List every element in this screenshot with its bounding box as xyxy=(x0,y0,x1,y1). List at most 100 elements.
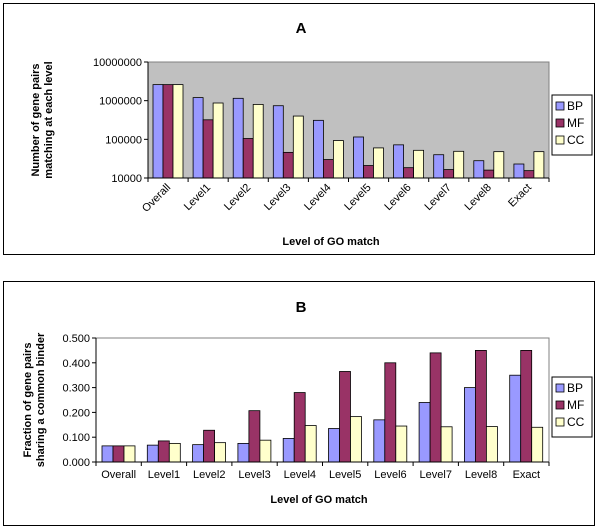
bar-cc-exact xyxy=(533,151,545,179)
legend-label-bp: BP xyxy=(567,381,583,395)
bar-bp-level8 xyxy=(473,160,485,179)
bar-cc-level4 xyxy=(304,425,317,463)
bar-bp-level2 xyxy=(192,444,205,463)
bar-cc-level1 xyxy=(212,102,224,179)
bar-cc-level8 xyxy=(493,151,505,179)
y-tick-label: 0.100 xyxy=(62,432,90,444)
x-tick-label: Level7 xyxy=(422,182,453,213)
bar-bp-level8 xyxy=(463,387,476,463)
bar-mf-level7 xyxy=(443,169,455,179)
legend-label-mf: MF xyxy=(567,398,584,412)
legend: BP MF CC xyxy=(551,94,593,156)
x-tick-label: Level4 xyxy=(302,182,333,213)
y-axis-label-line-1: Fraction of gene pairs xyxy=(22,343,34,458)
chart-a-svg: A 10000 100000 1000000 10000000 Overall Level1… xyxy=(30,20,593,248)
x-tick-label: Level5 xyxy=(329,469,361,481)
x-tick-label: Level3 xyxy=(262,182,293,213)
x-tick-label: Level8 xyxy=(463,182,494,213)
x-axis-label: Level of GO match xyxy=(270,494,367,506)
x-tick-label: Exact xyxy=(506,182,534,210)
bar-bp-level7 xyxy=(418,402,431,463)
x-tick-label: Level4 xyxy=(284,469,316,481)
y-axis-label-line-1: Number of gene pairs xyxy=(30,63,42,176)
x-tick-label: Level2 xyxy=(193,469,225,481)
bar-bp-level2 xyxy=(232,97,244,179)
bar-cc-level2 xyxy=(252,104,264,179)
y-tick-label: 0.000 xyxy=(62,457,90,469)
bar-mf-level5 xyxy=(339,371,351,463)
bar-mf-level1 xyxy=(157,440,170,463)
bar-cc-level2 xyxy=(214,442,227,463)
x-tick-label: Level5 xyxy=(342,182,373,213)
bar-bp-level5 xyxy=(328,428,340,463)
legend-label-bp: BP xyxy=(567,99,583,113)
bar-mf-level5 xyxy=(363,165,374,179)
bar-cc-level6 xyxy=(395,425,408,463)
bar-cc-exact xyxy=(531,426,544,463)
bar-mf-level4 xyxy=(322,159,334,179)
bar-bp-level3 xyxy=(237,442,250,463)
chart-title: A xyxy=(296,20,307,37)
bar-bp-level5 xyxy=(353,136,364,179)
bar-cc-level3 xyxy=(259,439,272,463)
bar-mf-level3 xyxy=(282,151,294,179)
bar-mf-level1 xyxy=(202,119,214,179)
legend: BP MF CC xyxy=(551,376,593,438)
y-tick-label: 0.200 xyxy=(62,407,90,419)
bar-cc-level6 xyxy=(413,149,425,179)
bar-bp-level6 xyxy=(393,144,405,179)
x-tick-label: Level3 xyxy=(238,469,270,481)
bar-bp-exact xyxy=(509,374,522,463)
legend-swatch-bp xyxy=(555,101,565,111)
y-tick-label: 10000 xyxy=(111,173,142,185)
chart-panel-a: A 10000 100000 1000000 10000000 Overall Level1… xyxy=(3,3,595,255)
legend-swatch-mf xyxy=(555,118,565,128)
bar-mf-level2 xyxy=(242,138,254,179)
chart-title: B xyxy=(296,299,307,316)
y-tick-label: 0.500 xyxy=(62,333,90,345)
chart-panel-b: B 0.000 0.100 0.200 0.300 0.400 0.500 Overall Le… xyxy=(3,281,595,526)
bar-bp-exact xyxy=(513,163,525,179)
y-tick-label: 10000000 xyxy=(93,57,142,69)
legend-label-cc: CC xyxy=(567,133,585,147)
bar-cc-level8 xyxy=(485,426,498,463)
y-axis-label-line-2: matching at each level xyxy=(43,61,55,178)
bar-mf-overall xyxy=(162,84,174,179)
bar-mf-exact xyxy=(523,170,535,179)
bar-cc-level1 xyxy=(168,442,181,463)
x-tick-label: Level6 xyxy=(382,182,413,213)
bar-cc-level3 xyxy=(292,115,304,179)
bar-cc-level7 xyxy=(440,426,453,463)
bar-bp-overall xyxy=(152,84,164,179)
bar-mf-exact xyxy=(520,350,533,463)
x-tick-label: Overall xyxy=(101,469,136,481)
bar-cc-level5 xyxy=(373,147,384,179)
y-axis-label-line-2: sharing a common binder xyxy=(35,332,47,467)
bar-bp-overall xyxy=(101,445,114,463)
bar-bp-level4 xyxy=(312,119,324,179)
x-tick-label: Exact xyxy=(513,469,541,481)
x-tick-label: Level8 xyxy=(465,469,497,481)
legend-label-mf: MF xyxy=(567,116,584,130)
bar-cc-level5 xyxy=(350,416,362,463)
bar-bp-level1 xyxy=(146,444,159,463)
bar-bp-level1 xyxy=(192,97,204,179)
legend-swatch-cc xyxy=(555,135,565,145)
x-tick-label: Level6 xyxy=(374,469,406,481)
x-tick-label: Level7 xyxy=(420,469,452,481)
y-tick-label: 0.400 xyxy=(62,358,90,370)
x-tick-label: Overall xyxy=(140,182,173,215)
bar-cc-level7 xyxy=(453,150,465,179)
y-tick-label: 100000 xyxy=(105,134,142,146)
x-tick-label: Level1 xyxy=(148,469,180,481)
bar-cc-level4 xyxy=(332,140,344,179)
x-axis-label: Level of GO match xyxy=(282,236,379,248)
x-tick-label: Level2 xyxy=(222,182,253,213)
chart-b-svg: B 0.000 0.100 0.200 0.300 0.400 0.500 Overall Le… xyxy=(22,299,593,506)
bar-bp-level4 xyxy=(282,438,295,463)
x-tick-label: Level1 xyxy=(182,182,213,213)
bar-mf-level6 xyxy=(403,167,415,179)
bar-mf-level6 xyxy=(384,362,397,463)
bar-bp-level6 xyxy=(373,419,386,463)
bar-mf-level8 xyxy=(483,169,495,179)
